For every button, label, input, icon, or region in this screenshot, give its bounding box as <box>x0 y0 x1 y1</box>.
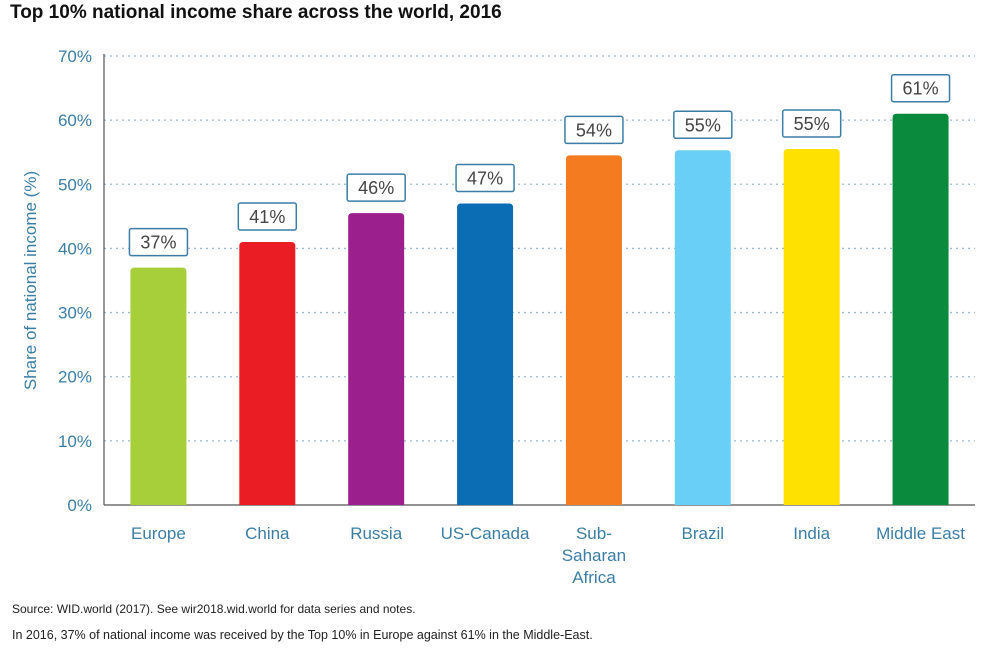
chart-title: Top 10% national income share across the… <box>10 2 502 23</box>
x-tick-label: Europe <box>131 524 186 543</box>
y-tick-label: 60% <box>58 111 92 130</box>
value-label: 55% <box>685 115 721 135</box>
bar-russia <box>348 213 405 505</box>
y-tick-label: 20% <box>58 368 92 387</box>
value-label: 46% <box>358 178 394 198</box>
value-label: 55% <box>794 114 830 134</box>
y-tick-label: 0% <box>67 496 92 515</box>
bar-brazil <box>674 150 731 506</box>
value-label: 47% <box>467 169 503 189</box>
source-note: Source: WID.world (2017). See wir2018.wi… <box>12 602 416 616</box>
y-tick-label: 50% <box>58 175 92 194</box>
chart-caption: In 2016, 37% of national income was rece… <box>12 628 593 642</box>
value-label-box <box>890 73 951 103</box>
value-label-box <box>673 110 733 140</box>
value-label-box <box>564 115 624 145</box>
value-label: 61% <box>903 79 939 99</box>
y-tick-label: 10% <box>58 432 92 451</box>
value-label-box <box>455 163 515 193</box>
value-label-box <box>781 109 842 138</box>
value-label-box <box>237 202 298 231</box>
value-label: 54% <box>576 120 612 140</box>
x-tick-label: Sub- <box>576 524 612 543</box>
y-tick-label: 40% <box>58 239 92 258</box>
bar-chart: 0% 10% 20% 30% 40% 50% 60% 70% Share of national… <box>21 47 975 587</box>
x-tick-label: Africa <box>572 568 616 587</box>
x-tick-label: India <box>793 524 830 543</box>
y-tick-label: 70% <box>58 47 92 66</box>
bar-india <box>783 149 840 505</box>
bar-sub-saharan-africa <box>565 155 622 505</box>
y-tick-label: 30% <box>58 304 92 323</box>
x-tick-label: Middle East <box>876 524 965 543</box>
y-axis-label: Share of national income (%) <box>21 171 40 390</box>
x-tick-label: Russia <box>350 524 403 543</box>
value-label-box <box>346 173 406 202</box>
value-label: 41% <box>249 207 285 227</box>
value-label-box <box>128 227 189 257</box>
bar-middle-east <box>892 113 949 505</box>
bar-us-canada <box>457 203 514 505</box>
x-tick-label: Saharan <box>562 546 626 565</box>
value-label: 37% <box>140 233 176 253</box>
bar-europe <box>130 267 187 505</box>
x-tick-label: Brazil <box>682 524 725 543</box>
x-tick-label: China <box>245 524 290 543</box>
x-tick-label: US-Canada <box>441 524 530 543</box>
bar-china <box>239 242 296 505</box>
